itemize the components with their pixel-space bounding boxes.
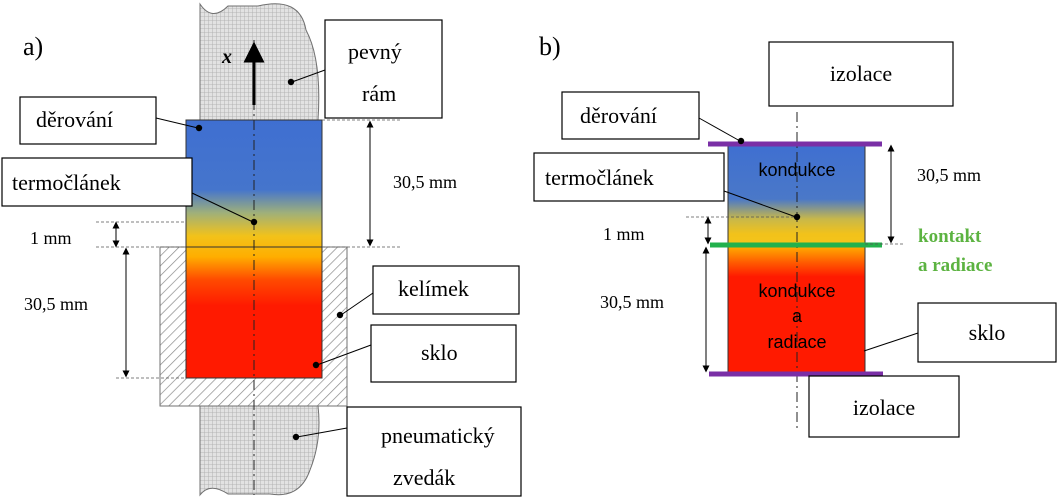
dim-b-bot-text: 30,5 mm <box>600 292 664 312</box>
callout-glass-b-text: sklo <box>969 320 1006 345</box>
callout-punch-text: děrování <box>36 107 113 132</box>
inner-lower-text-2: a <box>792 306 803 326</box>
callout-glass-b-leader <box>863 332 919 352</box>
callout-pneumatic-dot <box>292 433 300 441</box>
dim-a-bot-text: 30,5 mm <box>24 294 88 314</box>
callout-punch-b-dot <box>737 137 745 145</box>
callout-thermo-b-leader <box>723 190 797 218</box>
callout-crucible-dot <box>336 311 344 319</box>
inner-lower-text-3: radiace <box>767 332 826 352</box>
callout-frame-text-2: rám <box>362 81 396 106</box>
callout-punch-b-box <box>561 91 700 140</box>
callout-thermo-box <box>1 157 193 207</box>
dim-b-top-text: 30,5 mm <box>917 165 981 185</box>
callout-pneumatic-leader <box>296 427 348 438</box>
callout-glass-text: sklo <box>421 340 458 365</box>
callout-pneumatic-box <box>346 406 522 497</box>
callout-pneumatic-text-2: zvedák <box>393 465 455 490</box>
callout-glass-dot <box>312 361 320 369</box>
dim-a-top-text: 30,5 mm <box>393 172 457 192</box>
callout-thermo-b-text: termočlánek <box>545 165 654 190</box>
callout-punch-b-leader <box>698 117 741 142</box>
callout-insulation-bottom-box <box>808 375 960 438</box>
panel-b-label: b) <box>539 32 561 61</box>
callout-insulation-top-box <box>768 41 954 107</box>
inner-lower-text-1: kondukce <box>758 281 835 301</box>
callout-thermo-b-box <box>533 152 725 202</box>
callout-insulation-top-text: izolace <box>830 61 892 86</box>
callout-thermo-text: termočlánek <box>12 170 121 195</box>
callout-frame-box <box>324 19 443 119</box>
callout-punch-box <box>19 96 157 145</box>
callout-frame-leader <box>291 69 326 83</box>
callout-glass-b-box <box>917 302 1057 363</box>
x-axis-label: x <box>221 46 232 68</box>
frame-rod-top <box>199 2 320 121</box>
callout-frame-dot <box>287 78 295 86</box>
panel-a: a) x 30,5 mm 1 mm 30,5 mm pevný rám <box>1 2 522 497</box>
callout-thermo-leader <box>191 192 254 223</box>
dim-a-gap-text: 1 mm <box>30 228 72 248</box>
callout-glass-box <box>370 324 517 383</box>
contact-text-2: a radiace <box>918 255 992 276</box>
callout-thermo-dot <box>250 218 258 226</box>
callout-pneumatic-text-1: pneumatický <box>381 423 495 448</box>
callout-frame-text-1: pevný <box>348 39 402 64</box>
callout-crucible-box <box>372 265 520 315</box>
panel-a-label: a) <box>23 32 43 61</box>
contact-text-1: kontakt <box>918 226 982 247</box>
dim-b-gap-text: 1 mm <box>603 224 645 244</box>
callout-insulation-bottom-text: izolace <box>853 395 915 420</box>
callout-punch-dot <box>195 124 203 132</box>
callout-crucible-leader <box>340 292 374 316</box>
callout-glass-leader <box>316 344 372 366</box>
callout-thermo-b-dot <box>793 213 801 221</box>
inner-upper-text: kondukce <box>758 160 835 180</box>
pneumatic-rod <box>199 405 320 497</box>
callout-punch-leader <box>155 117 199 129</box>
callout-crucible-text: kelímek <box>398 276 469 301</box>
panel-b: b) kondukce kondukce a radiace 30,5 mm 1… <box>533 32 1057 438</box>
callout-punch-b-text: děrování <box>580 103 657 128</box>
